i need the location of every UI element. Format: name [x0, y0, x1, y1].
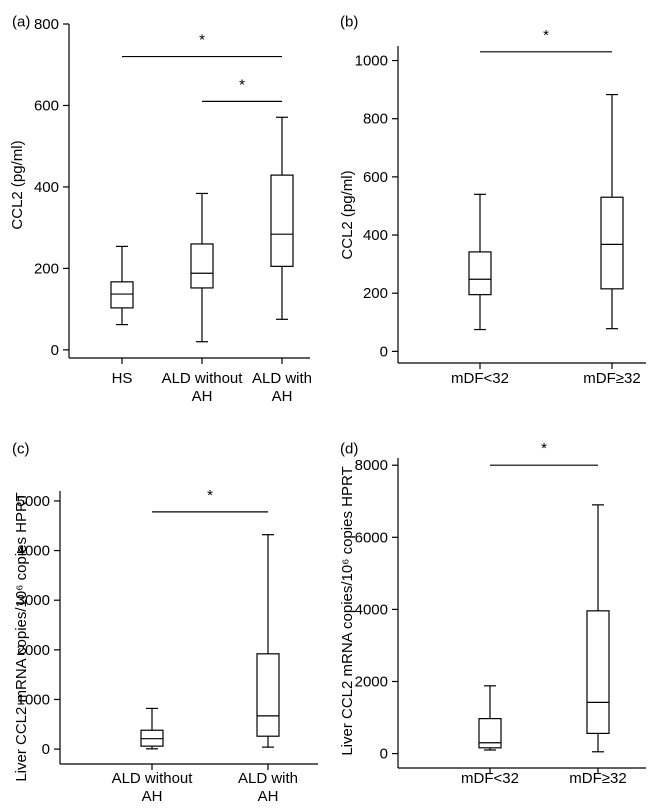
x-category-label: mDF≥32 — [583, 370, 640, 387]
panel-b: 0 200 400 600 800 1000 mDF<32 mDF≥32 * (b) CCL2 (p… — [339, 13, 646, 387]
y-tick-label: 600 — [363, 169, 388, 186]
y-tick-label: 800 — [34, 16, 59, 33]
y-tick-label: 800 — [363, 111, 388, 128]
panel-d: 0 2000 4000 6000 8000 mDF<32 mDF≥32 * (d) Liver C… — [339, 440, 646, 787]
x-category-label: ALD with AH — [252, 370, 312, 405]
y-tick-label: 400 — [34, 179, 59, 196]
iqr-box — [586, 610, 610, 734]
y-tick-label: 5000 — [17, 493, 50, 510]
y-tick-label: 200 — [363, 285, 388, 302]
y-tick-label: 400 — [363, 227, 388, 244]
y-axis-title: Liver CCL2 mRNA copies/10⁶ copies HPRT — [13, 492, 30, 781]
panel-label: (c) — [12, 440, 30, 457]
x-category-label-line: AH — [142, 788, 163, 805]
x-category-label: ALD without AH — [162, 370, 244, 405]
box-2 — [270, 116, 294, 320]
y-axis-title: CCL2 (pg/ml) — [339, 170, 356, 259]
y-tick-label: 0 — [380, 343, 388, 360]
box-1 — [256, 534, 280, 748]
panel-label: (a) — [12, 13, 30, 30]
box-0 — [468, 193, 492, 331]
significance-star: * — [541, 440, 547, 457]
y-tick-label: 2000 — [355, 673, 388, 690]
significance-star: * — [239, 76, 245, 93]
x-category-label-line: ALD with — [252, 370, 312, 387]
significance-star: * — [199, 32, 205, 49]
box-0 — [478, 685, 502, 751]
iqr-box — [270, 174, 294, 267]
x-category-label: ALD without AH — [112, 770, 194, 805]
box-1 — [586, 504, 610, 753]
x-category-label-line: AH — [258, 788, 279, 805]
iqr-box — [600, 196, 624, 290]
y-tick-label: 4000 — [355, 601, 388, 618]
x-category-label: ALD with AH — [238, 770, 298, 805]
box-0 — [140, 707, 164, 750]
x-category-label-line: mDF≥32 — [569, 770, 626, 787]
box-1 — [600, 93, 624, 330]
x-category-label-line: HS — [112, 370, 133, 387]
y-tick-label: 0 — [51, 342, 59, 359]
y-tick-label: 0 — [42, 741, 50, 758]
x-category-label-line: AH — [192, 388, 213, 405]
x-category-label: mDF<32 — [451, 370, 509, 387]
y-tick-label: 1000 — [355, 53, 388, 70]
iqr-box — [478, 718, 502, 749]
y-axis-title: CCL2 (pg/ml) — [9, 140, 26, 229]
significance-star: * — [543, 27, 549, 44]
y-tick-label: 600 — [34, 97, 59, 114]
iqr-box — [256, 653, 280, 737]
iqr-box — [110, 281, 134, 309]
y-tick-label: 1000 — [17, 691, 50, 708]
box-0 — [110, 245, 134, 326]
y-axis-title: Liver CCL2 mRNA copies/10⁶ copies HPRT — [339, 466, 356, 755]
x-category-label: mDF≥32 — [569, 770, 626, 787]
x-category-label-line: AH — [272, 388, 293, 405]
panel-label: (b) — [340, 13, 358, 30]
x-category-label-line: ALD without — [162, 370, 244, 387]
y-tick-label: 8000 — [355, 457, 388, 474]
y-tick-label: 4000 — [17, 543, 50, 560]
significance-star: * — [207, 487, 213, 504]
x-category-label-line: ALD with — [238, 770, 298, 787]
x-category-label-line: mDF≥32 — [583, 370, 640, 387]
iqr-box — [190, 243, 214, 289]
y-tick-label: 3000 — [17, 592, 50, 609]
x-category-label-line: ALD without — [112, 770, 194, 787]
x-category-label: HS — [112, 370, 133, 387]
y-tick-label: 0 — [380, 746, 388, 763]
x-category-label: mDF<32 — [461, 770, 519, 787]
box-1 — [190, 192, 214, 343]
y-tick-label: 2000 — [17, 642, 50, 659]
x-category-label-line: mDF<32 — [451, 370, 509, 387]
y-tick-label: 6000 — [355, 529, 388, 546]
panel-label: (d) — [340, 440, 358, 457]
x-category-label-line: mDF<32 — [461, 770, 519, 787]
y-tick-label: 200 — [34, 260, 59, 277]
iqr-box — [468, 251, 492, 296]
